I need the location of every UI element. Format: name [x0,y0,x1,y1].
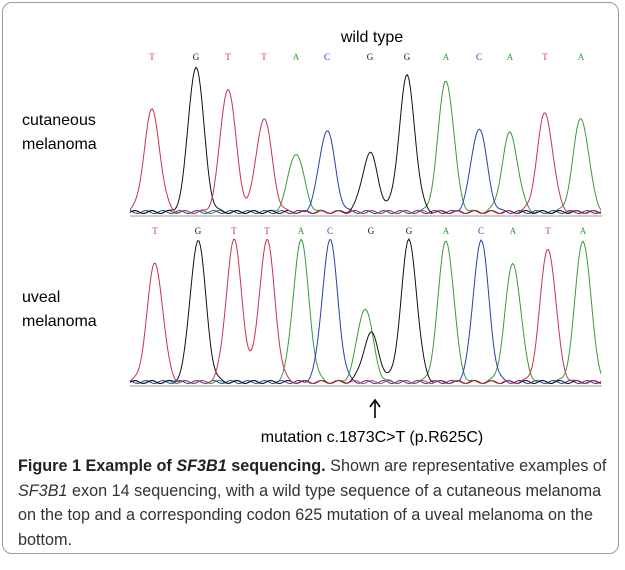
base-call: A [578,52,585,62]
base-call: C [327,226,333,236]
gene-name: SF3B1 [18,482,68,500]
gene-name: SF3B1 [176,457,226,475]
base-call: G [367,52,374,62]
base-call: A [507,52,514,62]
panel-label: melanoma [22,136,97,153]
caption-bold: Figure 1 Example of [18,457,176,475]
base-call: A [443,52,450,62]
panel-label: uveal [22,289,60,306]
base-call: G [404,52,411,62]
wild-type-title: wild type [340,29,403,46]
base-call: T [231,226,237,236]
base-call: T [545,226,551,236]
base-call: G [368,226,375,236]
base-call: G [406,226,413,236]
base-call: C [478,226,484,236]
caption-text: exon 14 sequencing, with a wild type seq… [18,482,601,549]
base-call: C [324,52,330,62]
trace [130,129,601,213]
trace [130,239,601,383]
base-call: G [193,52,200,62]
base-call: T [152,226,158,236]
base-call: A [580,226,587,236]
panel-label: melanoma [22,313,97,330]
panel-label: cutaneous [22,112,96,129]
base-call: T [542,52,548,62]
base-call: A [293,52,300,62]
base-call: A [298,226,305,236]
page: wild type cutaneous melanoma uveal melan… [0,0,625,570]
trace [130,240,601,384]
caption-text: Shown are representative examples of [326,457,607,475]
chromatogram-figure: wild type cutaneous melanoma uveal melan… [0,0,625,460]
base-call: T [149,52,155,62]
caption-bold: sequencing. [227,457,326,475]
base-call: C [476,52,482,62]
trace [130,67,601,213]
figure-caption: Figure 1 Example of SF3B1 sequencing. Sh… [18,454,610,552]
trace [130,239,601,384]
base-call: T [264,226,270,236]
trace [130,81,601,213]
base-call: T [261,52,267,62]
trace [130,239,601,383]
mutation-label: mutation c.1873C>T (p.R625C) [261,429,483,446]
base-call: A [443,226,450,236]
base-call: T [225,52,231,62]
base-call: G [195,226,202,236]
trace [130,90,601,214]
base-call: A [510,226,517,236]
